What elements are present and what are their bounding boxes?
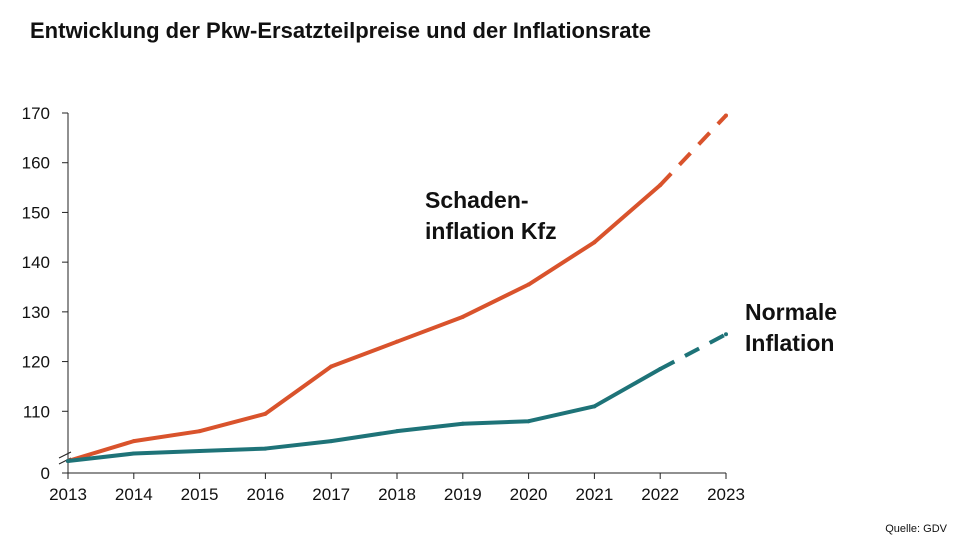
data-point-normale-inflation xyxy=(66,459,70,463)
x-tick-label: 2022 xyxy=(641,485,679,504)
data-point-schadeninflation xyxy=(724,113,728,118)
y-tick-label: 140 xyxy=(22,253,50,272)
data-point-normale-inflation xyxy=(395,429,399,434)
series-label: Schaden-inflation Kfz xyxy=(425,187,557,244)
series-label-line: Schaden- xyxy=(425,187,529,213)
axis-break-mark xyxy=(58,451,72,459)
data-point-normale-inflation xyxy=(460,421,465,426)
y-tick-label: 110 xyxy=(23,402,50,421)
data-point-normale-inflation xyxy=(592,404,597,409)
data-point-schadeninflation xyxy=(658,183,663,188)
x-tick-label: 2020 xyxy=(510,485,548,504)
series-line-schadeninflation xyxy=(66,183,663,463)
data-point-normale-inflation xyxy=(131,451,136,456)
series-layer xyxy=(66,113,728,463)
data-point-schadeninflation xyxy=(131,439,136,444)
x-tick-label: 2014 xyxy=(115,485,153,504)
data-point-normale-inflation xyxy=(526,419,531,424)
series-label: Normale Inflation xyxy=(745,299,837,356)
data-point-schadeninflation xyxy=(395,339,399,344)
x-tick-label: 2019 xyxy=(444,485,482,504)
data-point-schadeninflation xyxy=(460,314,465,319)
data-point-normale-inflation xyxy=(197,449,202,454)
data-point-schadeninflation xyxy=(263,411,268,416)
x-tick-label: 2023 xyxy=(707,485,745,504)
x-tick-label: 2018 xyxy=(378,485,416,504)
data-point-normale-inflation xyxy=(724,332,728,337)
series-label-line: inflation Kfz xyxy=(425,218,557,244)
series-projection-normale-inflation xyxy=(659,332,727,371)
data-point-schadeninflation xyxy=(329,364,334,369)
x-tick-label: 2021 xyxy=(575,485,613,504)
y-tick-label: 130 xyxy=(22,303,50,322)
data-point-schadeninflation xyxy=(592,240,597,245)
y-tick-label: 160 xyxy=(22,154,50,173)
data-point-normale-inflation xyxy=(263,446,268,451)
x-tick-label: 2013 xyxy=(49,485,87,504)
series-line-normale-inflation xyxy=(66,367,663,463)
data-point-normale-inflation xyxy=(658,367,663,372)
data-point-schadeninflation xyxy=(197,429,202,434)
y-tick-label: 170 xyxy=(22,104,50,123)
chart-title: Entwicklung der Pkw-Ersatzteilpreise und… xyxy=(30,18,651,43)
x-tick-label: 2017 xyxy=(312,485,350,504)
series-label-line: Inflation xyxy=(745,330,834,356)
y-tick-label: 150 xyxy=(22,203,50,222)
series-label-line: Normale xyxy=(745,299,837,325)
x-tick-label: 2015 xyxy=(181,485,219,504)
source-note: Quelle: GDV xyxy=(885,523,947,535)
series-projection-schadeninflation xyxy=(658,114,728,187)
axes: 0 110 120 130 140 150 160 170 2013 2014 2015 2016 20… xyxy=(22,104,745,504)
data-point-schadeninflation xyxy=(526,282,531,287)
y-tick-label: 120 xyxy=(22,353,50,372)
x-tick-label: 2016 xyxy=(246,485,284,504)
y-tick-label: 0 xyxy=(41,464,50,483)
data-point-normale-inflation xyxy=(329,439,334,444)
series-labels: Schaden-inflation Kfz Normale Inflation xyxy=(425,187,837,356)
